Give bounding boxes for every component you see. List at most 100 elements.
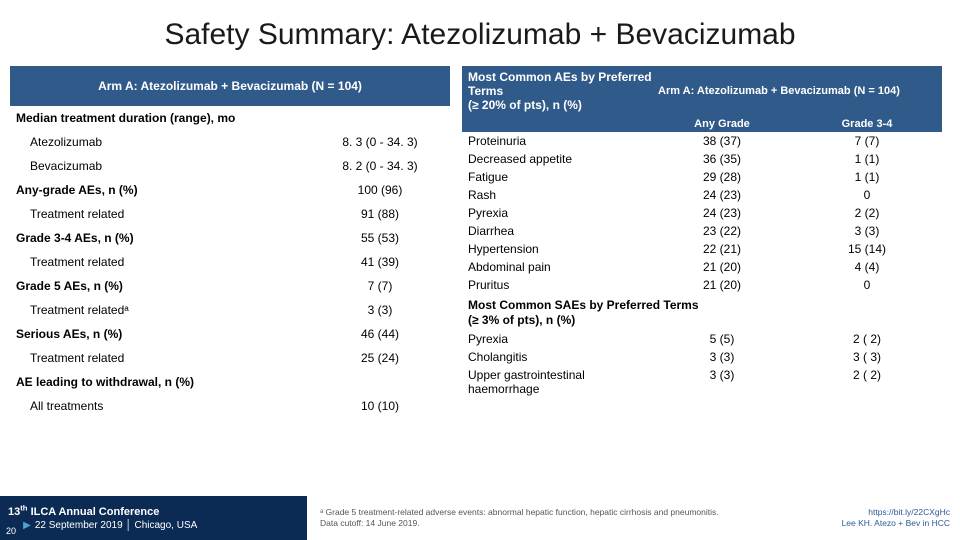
any-grade-value: 36 (35) (652, 152, 792, 166)
footer-conference: 13th ILCA Annual Conference ▶22 Septembe… (0, 504, 310, 533)
grade-3-4-value: 3 (3) (792, 224, 942, 238)
row-label: Treatment related (10, 351, 310, 365)
table-row: Pyrexia24 (23)2 (2) (462, 204, 942, 222)
row-label: Treatment relatedᵃ (10, 303, 310, 317)
conf-date-place: 22 September 2019 │ Chicago, USA (35, 520, 197, 531)
ae-term: Cholangitis (462, 350, 652, 364)
row-label: Median treatment duration (range), mo (10, 111, 310, 125)
row-label: AE leading to withdrawal, n (%) (10, 375, 310, 389)
subhead-grade-3-4: Grade 3-4 (792, 116, 942, 132)
footnote-2: Data cutoff: 14 June 2019. (320, 518, 800, 529)
table-row: Proteinuria38 (37)7 (7) (462, 132, 942, 150)
row-value: 91 (88) (310, 207, 450, 221)
row-value: 46 (44) (310, 327, 450, 341)
right-ae-table: Most Common AEs by Preferred Terms (≥ 20… (462, 66, 942, 418)
table-row: Fatigue29 (28)1 (1) (462, 168, 942, 186)
row-value: 25 (24) (310, 351, 450, 365)
right-header-col1: Most Common AEs by Preferred Terms (≥ 20… (468, 70, 658, 112)
ae-term: Pyrexia (462, 332, 652, 346)
any-grade-value: 22 (21) (652, 242, 792, 256)
conf-ordinal: 13 (8, 506, 20, 518)
table-row: Rash24 (23)0 (462, 186, 942, 204)
ae-term: Abdominal pain (462, 260, 652, 274)
right-subheader: Any Grade Grade 3-4 (462, 116, 942, 132)
table-row: Serious AEs, n (%)46 (44) (10, 322, 450, 346)
ae-term: Decreased appetite (462, 152, 652, 166)
grade-3-4-value: 2 (2) (792, 206, 942, 220)
footer-footnotes: ᵃ Grade 5 treatment-related adverse even… (310, 507, 810, 529)
table-row: Grade 3-4 AEs, n (%)55 (53) (10, 226, 450, 250)
row-label: Bevacizumab (10, 159, 310, 173)
row-value: 10 (10) (310, 399, 450, 413)
ae-term: Rash (462, 188, 652, 202)
table-row: Grade 5 AEs, n (%)7 (7) (10, 274, 450, 298)
table-row: Any-grade AEs, n (%)100 (96) (10, 178, 450, 202)
row-label: All treatments (10, 399, 310, 413)
footer-references: https://bit.ly/22CXgHc Lee KH. Atezo + B… (810, 507, 960, 529)
grade-3-4-value: 2 ( 2) (792, 368, 942, 396)
ae-term: Hypertension (462, 242, 652, 256)
ae-term: Pyrexia (462, 206, 652, 220)
table-row: Treatment relatedᵃ3 (3) (10, 298, 450, 322)
saes-section-head: Most Common SAEs by Preferred Terms (≥ 3… (462, 294, 942, 330)
row-label: Treatment related (10, 207, 310, 221)
grade-3-4-value: 1 (1) (792, 152, 942, 166)
ae-term: Fatigue (462, 170, 652, 184)
ae-term: Proteinuria (462, 134, 652, 148)
page-number: 20 (2, 526, 20, 536)
left-table-header: Arm A: Atezolizumab + Bevacizumab (N = 1… (10, 66, 450, 106)
row-value: 8. 2 (0 - 34. 3) (310, 159, 450, 173)
right-table-header: Most Common AEs by Preferred Terms (≥ 20… (462, 66, 942, 116)
any-grade-value: 24 (23) (652, 206, 792, 220)
left-header-text: Arm A: Atezolizumab + Bevacizumab (N = 1… (90, 75, 370, 97)
row-value: 7 (7) (310, 279, 450, 293)
row-label: Serious AEs, n (%) (10, 327, 310, 341)
row-value: 55 (53) (310, 231, 450, 245)
ref-link[interactable]: https://bit.ly/22CXgHc (868, 507, 950, 517)
any-grade-value: 21 (20) (652, 260, 792, 274)
conf-name: ILCA Annual Conference (28, 506, 160, 518)
table-row: Abdominal pain21 (20)4 (4) (462, 258, 942, 276)
row-value: 100 (96) (310, 183, 450, 197)
ae-term: Upper gastrointestinal haemorrhage (462, 368, 652, 396)
footer-bar: 20 13th ILCA Annual Conference ▶22 Septe… (0, 496, 960, 540)
row-label: Grade 3-4 AEs, n (%) (10, 231, 310, 245)
table-row: All treatments10 (10) (10, 394, 450, 418)
row-label: Atezolizumab (10, 135, 310, 149)
ae-term: Diarrhea (462, 224, 652, 238)
table-row: Cholangitis3 (3)3 ( 3) (462, 348, 942, 366)
table-row: AE leading to withdrawal, n (%) (10, 370, 450, 394)
table-row: Pyrexia5 (5)2 ( 2) (462, 330, 942, 348)
row-label: Any-grade AEs, n (%) (10, 183, 310, 197)
footnote-1: ᵃ Grade 5 treatment-related adverse even… (320, 507, 800, 518)
grade-3-4-value: 7 (7) (792, 134, 942, 148)
table-row: Decreased appetite36 (35)1 (1) (462, 150, 942, 168)
table-row: Upper gastrointestinal haemorrhage3 (3)2… (462, 366, 942, 398)
table-row: Pruritus21 (20)0 (462, 276, 942, 294)
table-row: Atezolizumab8. 3 (0 - 34. 3) (10, 130, 450, 154)
ae-term: Pruritus (462, 278, 652, 292)
any-grade-value: 3 (3) (652, 368, 792, 396)
any-grade-value: 5 (5) (652, 332, 792, 346)
left-summary-table: Arm A: Atezolizumab + Bevacizumab (N = 1… (10, 66, 450, 418)
right-header-arm: Arm A: Atezolizumab + Bevacizumab (N = 1… (658, 85, 936, 97)
grade-3-4-value: 4 (4) (792, 260, 942, 274)
table-row: Hypertension22 (21)15 (14) (462, 240, 942, 258)
any-grade-value: 24 (23) (652, 188, 792, 202)
any-grade-value: 23 (22) (652, 224, 792, 238)
grade-3-4-value: 3 ( 3) (792, 350, 942, 364)
row-value: 8. 3 (0 - 34. 3) (310, 135, 450, 149)
grade-3-4-value: 0 (792, 278, 942, 292)
row-label: Treatment related (10, 255, 310, 269)
any-grade-value: 38 (37) (652, 134, 792, 148)
grade-3-4-value: 15 (14) (792, 242, 942, 256)
table-row: Treatment related91 (88) (10, 202, 450, 226)
conf-ordinal-sup: th (20, 504, 27, 513)
table-row: Diarrhea23 (22)3 (3) (462, 222, 942, 240)
grade-3-4-value: 1 (1) (792, 170, 942, 184)
table-row: Median treatment duration (range), mo (10, 106, 450, 130)
any-grade-value: 21 (20) (652, 278, 792, 292)
row-value: 3 (3) (310, 303, 450, 317)
grade-3-4-value: 0 (792, 188, 942, 202)
ref-citation: Lee KH. Atezo + Bev in HCC (810, 518, 950, 529)
